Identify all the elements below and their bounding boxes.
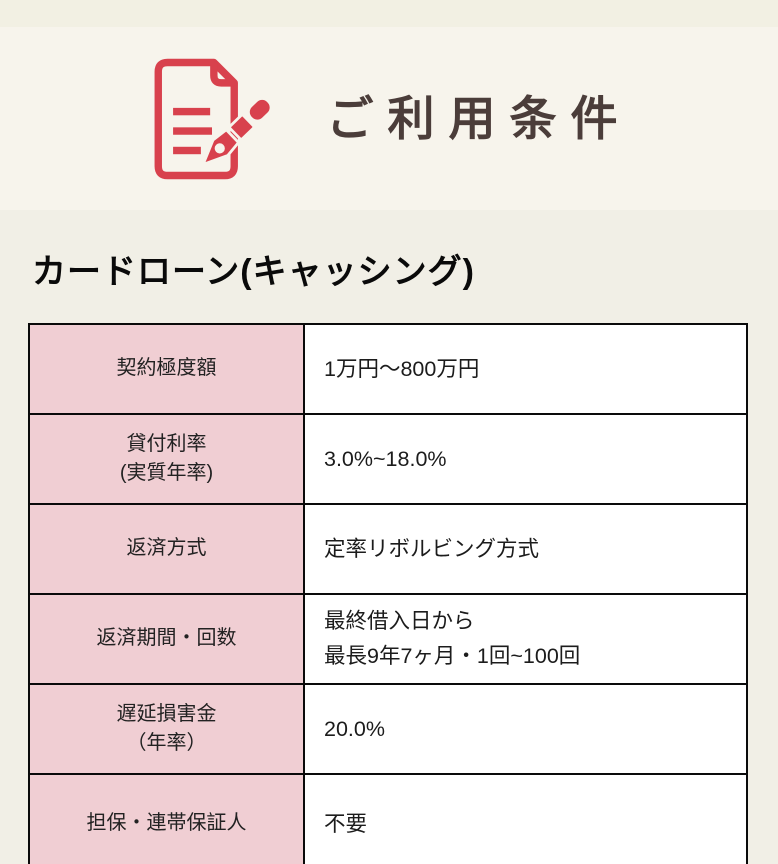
table-row: 契約極度額 1万円〜800万円	[28, 322, 748, 415]
table-row: 返済期間・回数 最終借入日から 最長9年7ヶ月・1回~100回	[28, 592, 748, 685]
row-label: 貸付利率 (実質年率)	[28, 412, 305, 505]
header-banner: ご利用条件	[0, 27, 778, 210]
row-label: 担保・連帯保証人	[28, 772, 305, 864]
document-pen-icon	[154, 58, 272, 179]
pen	[200, 96, 272, 167]
main-content: カードローン(キャッシング) 契約極度額 1万円〜800万円 貸付利率 (実質年…	[0, 252, 778, 864]
table-row: 遅延損害金 （年率） 20.0%	[28, 682, 748, 775]
row-label: 遅延損害金 （年率）	[28, 682, 305, 775]
terms-table: 契約極度額 1万円〜800万円 貸付利率 (実質年率) 3.0%~18.0% 返…	[28, 322, 748, 864]
row-value: 3.0%~18.0%	[303, 412, 748, 505]
table-row: 貸付利率 (実質年率) 3.0%~18.0%	[28, 412, 748, 505]
section-heading: カードローン(キャッシング)	[32, 253, 475, 291]
row-value: 最終借入日から 最長9年7ヶ月・1回~100回	[303, 592, 748, 685]
row-value: 定率リボルビング方式	[303, 502, 748, 595]
table-row: 返済方式 定率リボルビング方式	[28, 502, 748, 595]
table-row: 担保・連帯保証人 不要	[28, 772, 748, 864]
row-label: 返済期間・回数	[28, 592, 305, 685]
row-value: 20.0%	[303, 682, 748, 775]
row-value: 不要	[303, 772, 748, 864]
top-strip	[0, 0, 778, 27]
document-lines	[172, 107, 212, 154]
page-title: ご利用条件	[326, 92, 632, 145]
row-label: 返済方式	[28, 502, 305, 595]
row-label: 契約極度額	[28, 322, 305, 415]
row-value: 1万円〜800万円	[303, 322, 748, 415]
